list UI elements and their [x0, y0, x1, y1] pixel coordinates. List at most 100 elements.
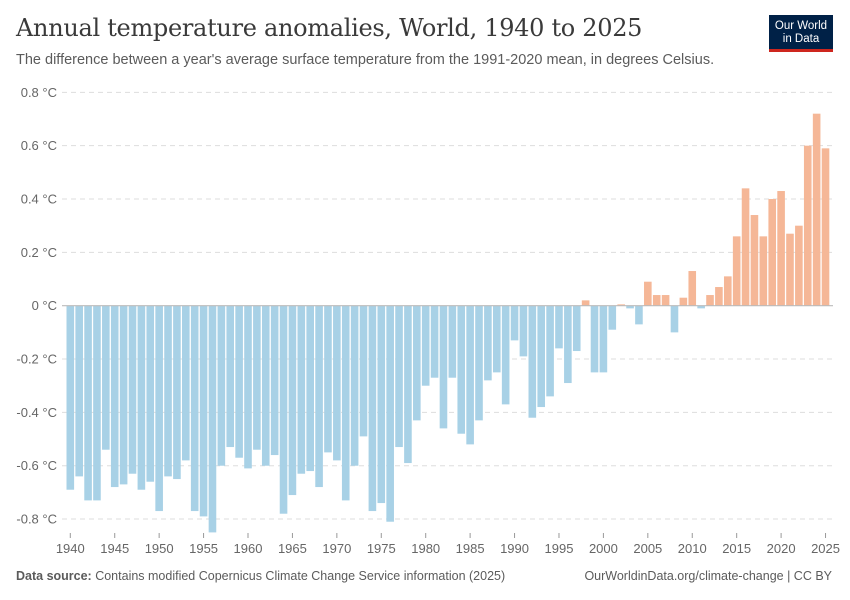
bar-1978[interactable]	[404, 305, 412, 464]
bar-1940[interactable]	[66, 305, 75, 490]
bar-1986[interactable]	[475, 305, 483, 421]
bar-2006[interactable]	[652, 295, 661, 306]
bar-1950[interactable]	[155, 305, 163, 512]
bar-1954[interactable]	[190, 305, 199, 512]
bar-2017[interactable]	[750, 215, 759, 306]
bar-1961[interactable]	[253, 305, 261, 450]
bar-1948[interactable]	[137, 305, 146, 490]
bar-1980[interactable]	[421, 305, 430, 386]
bar-1971[interactable]	[341, 305, 350, 501]
bar-1953[interactable]	[182, 305, 190, 461]
bar-1945[interactable]	[110, 305, 119, 488]
bar-1995[interactable]	[555, 305, 563, 349]
bar-1977[interactable]	[395, 305, 403, 448]
x-tick-label: 1940	[56, 541, 85, 556]
bar-1976[interactable]	[386, 305, 394, 522]
bar-1949[interactable]	[146, 305, 155, 482]
bar-1958[interactable]	[226, 305, 235, 448]
bar-2012[interactable]	[706, 295, 714, 306]
bar-2023[interactable]	[803, 145, 812, 306]
bar-1941[interactable]	[75, 305, 83, 477]
bar-2011[interactable]	[697, 305, 705, 309]
bar-2009[interactable]	[679, 297, 688, 306]
bar-2021[interactable]	[786, 233, 794, 306]
bar-1972[interactable]	[350, 305, 359, 466]
bar-2015[interactable]	[732, 236, 741, 306]
bar-2000[interactable]	[599, 305, 608, 373]
bar-1946[interactable]	[119, 305, 128, 485]
bar-2013[interactable]	[715, 287, 723, 306]
bar-1963[interactable]	[270, 305, 279, 456]
bar-1967[interactable]	[306, 305, 314, 472]
owid-logo[interactable]: Our World in Data	[769, 15, 833, 52]
bar-1996[interactable]	[564, 305, 572, 384]
bars	[62, 113, 833, 533]
y-tick-label: -0.4 °C	[16, 405, 57, 420]
bar-2024[interactable]	[812, 113, 821, 306]
bar-1959[interactable]	[235, 305, 243, 458]
bar-1942[interactable]	[84, 305, 92, 501]
bar-2018[interactable]	[759, 236, 768, 306]
x-tick-label: 1965	[278, 541, 307, 556]
bar-1981[interactable]	[430, 305, 439, 378]
bar-1982[interactable]	[439, 305, 448, 429]
bar-2022[interactable]	[795, 225, 803, 306]
bar-1997[interactable]	[572, 305, 581, 352]
bar-1964[interactable]	[279, 305, 288, 514]
bar-1984[interactable]	[457, 305, 466, 434]
bar-1990[interactable]	[510, 305, 519, 341]
bar-2019[interactable]	[768, 199, 777, 306]
bar-1987[interactable]	[484, 305, 492, 381]
bar-1944[interactable]	[102, 305, 110, 450]
bar-2005[interactable]	[644, 281, 652, 306]
bar-1992[interactable]	[528, 305, 537, 418]
bar-1975[interactable]	[377, 305, 386, 504]
bar-2007[interactable]	[661, 295, 670, 306]
bar-1998[interactable]	[581, 300, 590, 306]
bar-2002[interactable]	[617, 304, 625, 306]
bar-1955[interactable]	[199, 305, 208, 517]
bar-1957[interactable]	[217, 305, 226, 466]
bar-1956[interactable]	[208, 305, 217, 533]
x-tick-label: 1980	[411, 541, 440, 556]
bar-1994[interactable]	[546, 305, 554, 397]
bar-1960[interactable]	[244, 305, 252, 469]
logo-line-2: in Data	[782, 33, 820, 45]
bar-1991[interactable]	[519, 305, 528, 357]
bar-1973[interactable]	[359, 305, 368, 437]
bar-1983[interactable]	[448, 305, 457, 378]
bar-2003[interactable]	[626, 305, 634, 309]
bar-1962[interactable]	[261, 305, 270, 466]
bar-1979[interactable]	[413, 305, 421, 421]
x-tick-label: 1955	[189, 541, 218, 556]
bar-1968[interactable]	[315, 305, 323, 488]
bar-1951[interactable]	[164, 305, 172, 477]
bar-1988[interactable]	[492, 305, 501, 373]
bar-1947[interactable]	[128, 305, 137, 474]
bar-2001[interactable]	[608, 305, 617, 330]
bar-1952[interactable]	[173, 305, 181, 480]
x-tick-label: 1990	[500, 541, 529, 556]
bar-1970[interactable]	[333, 305, 341, 461]
bar-2010[interactable]	[688, 271, 697, 306]
bar-1965[interactable]	[288, 305, 297, 496]
x-tick-label: 2005	[633, 541, 662, 556]
bar-1993[interactable]	[537, 305, 546, 408]
bar-2016[interactable]	[741, 188, 750, 306]
x-axis: 1940 1945 1950 1955 1960 1965 1970 1975 1980 1985…	[56, 533, 840, 556]
bar-2025[interactable]	[821, 148, 830, 306]
source-link[interactable]: OurWorldinData.org/climate-change | CC B…	[584, 569, 832, 583]
bar-1974[interactable]	[368, 305, 377, 512]
bar-1985[interactable]	[466, 305, 474, 445]
bar-1969[interactable]	[324, 305, 332, 453]
bar-2020[interactable]	[777, 191, 785, 306]
bar-1989[interactable]	[501, 305, 510, 405]
bar-1966[interactable]	[297, 305, 306, 474]
x-tick-label: 1945	[100, 541, 129, 556]
bar-1999[interactable]	[590, 305, 599, 373]
bar-2014[interactable]	[723, 276, 732, 306]
x-tick-label: 1995	[545, 541, 574, 556]
bar-2004[interactable]	[635, 305, 643, 325]
bar-2008[interactable]	[670, 305, 679, 333]
bar-1943[interactable]	[93, 305, 101, 501]
